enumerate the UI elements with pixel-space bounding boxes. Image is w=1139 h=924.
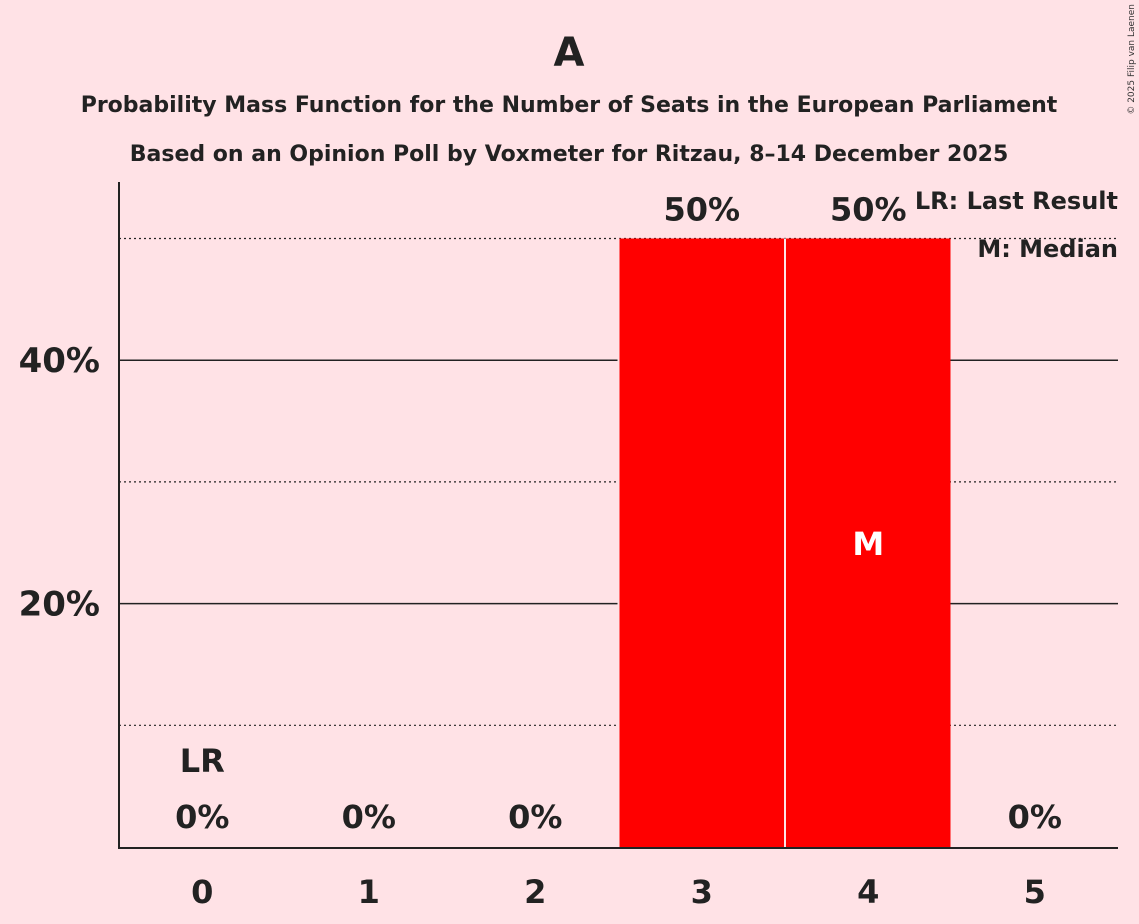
x-tick-label: 1 <box>358 873 380 911</box>
last-result-marker: LR <box>180 742 225 780</box>
value-label: 0% <box>175 798 229 836</box>
y-tick-label: 40% <box>19 341 100 381</box>
x-tick-label: 2 <box>524 873 546 911</box>
legend-median: M: Median <box>977 235 1118 263</box>
x-tick-label: 3 <box>691 873 713 911</box>
bar-4 <box>786 238 951 847</box>
chart-title: A <box>554 30 585 76</box>
x-tick-label: 5 <box>1024 873 1046 911</box>
copyright: © 2025 Filip van Laenen <box>1127 4 1137 115</box>
value-label: 0% <box>1008 798 1062 836</box>
legend-last-result: LR: Last Result <box>915 187 1118 215</box>
chart-subtitle-1: Probability Mass Function for the Number… <box>81 93 1058 118</box>
chart-subtitle-2: Based on an Opinion Poll by Voxmeter for… <box>130 142 1009 167</box>
x-tick-label: 4 <box>857 873 879 911</box>
y-tick-label: 20% <box>19 585 100 625</box>
x-tick-label: 0 <box>191 873 213 911</box>
bar-3 <box>619 238 784 847</box>
value-label: 50% <box>663 191 740 229</box>
value-label: 50% <box>830 191 907 229</box>
median-marker: M <box>852 525 884 563</box>
value-label: 0% <box>342 798 396 836</box>
value-label: 0% <box>508 798 562 836</box>
